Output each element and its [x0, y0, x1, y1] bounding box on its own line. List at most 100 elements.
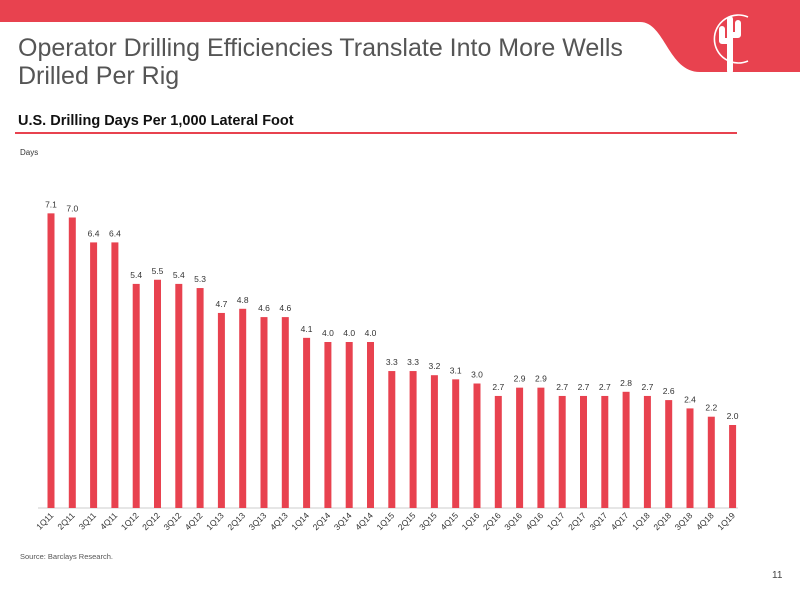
y-axis-unit-label: Days	[20, 148, 39, 157]
cactus-sun-icon	[713, 14, 749, 73]
data-label-3Q11: 6.4	[88, 228, 100, 238]
bar-3Q11	[90, 242, 98, 508]
x-tick-label-1Q14: 1Q14	[289, 510, 311, 532]
data-label-3Q12: 5.4	[173, 270, 185, 280]
bar-2Q16	[494, 395, 502, 508]
bar-2Q17	[580, 395, 587, 508]
x-tick-label-1Q16: 1Q16	[460, 510, 482, 532]
bar-chart: 7.1 1Q11 7.0 2Q11 6.4 3Q11 6.4 4Q11 5.4 1Q12 5.5 2Q…	[34, 199, 739, 532]
x-tick-label-2Q11: 2Q11	[55, 510, 77, 532]
bar-1Q11	[47, 213, 55, 508]
data-label-3Q15: 3.2	[428, 361, 440, 371]
bar-4Q15	[452, 379, 460, 508]
x-tick-label-1Q13: 1Q13	[204, 510, 226, 532]
data-label-2Q16: 2.7	[492, 382, 504, 392]
x-tick-label-3Q16: 3Q16	[502, 510, 524, 532]
bar-3Q12	[175, 283, 183, 508]
data-label-1Q11: 7.1	[45, 199, 57, 209]
bar-1Q19	[729, 425, 737, 508]
bar-1Q16	[473, 383, 481, 508]
x-tick-label-3Q18: 3Q18	[673, 510, 695, 532]
data-label-4Q13: 4.6	[279, 303, 291, 313]
data-label-4Q15: 3.1	[450, 365, 462, 375]
data-label-2Q11: 7.0	[66, 204, 78, 214]
source-note: Source: Barclays Research.	[20, 552, 113, 561]
data-label-4Q17: 2.8	[620, 378, 632, 388]
bar-4Q13	[281, 317, 289, 508]
x-tick-label-3Q11: 3Q11	[77, 510, 99, 532]
x-tick-label-4Q11: 4Q11	[98, 510, 120, 532]
data-label-1Q14: 4.1	[301, 324, 313, 334]
data-label-4Q12: 5.3	[194, 274, 206, 284]
bar-4Q14	[367, 342, 374, 508]
bar-1Q15	[388, 371, 396, 508]
data-label-1Q16: 3.0	[471, 370, 483, 380]
bar-4Q11	[111, 242, 119, 508]
x-tick-label-2Q15: 2Q15	[396, 510, 418, 532]
bar-1Q13	[217, 312, 225, 508]
bar-3Q17	[601, 395, 609, 508]
data-label-1Q19: 2.0	[727, 411, 739, 421]
x-tick-label-2Q13: 2Q13	[225, 510, 247, 532]
data-label-4Q16: 2.9	[535, 374, 547, 384]
x-tick-label-2Q17: 2Q17	[566, 510, 588, 532]
data-label-1Q13: 4.7	[215, 299, 227, 309]
bar-1Q14	[303, 337, 311, 508]
data-label-2Q17: 2.7	[578, 382, 590, 392]
data-label-4Q18: 2.2	[705, 403, 717, 413]
data-label-1Q17: 2.7	[556, 382, 568, 392]
bar-3Q15	[430, 375, 438, 508]
divider-rule	[15, 132, 737, 134]
data-label-2Q15: 3.3	[407, 357, 419, 367]
bar-4Q17	[622, 391, 630, 508]
x-tick-label-1Q11: 1Q11	[34, 510, 56, 532]
x-tick-label-4Q14: 4Q14	[353, 510, 375, 532]
bar-2Q12	[154, 279, 161, 508]
bar-1Q17	[558, 395, 566, 508]
x-tick-label-2Q18: 2Q18	[651, 510, 673, 532]
header-swoosh	[0, 0, 800, 72]
x-tick-label-3Q12: 3Q12	[161, 510, 183, 532]
bar-4Q18	[707, 416, 715, 508]
bar-1Q18	[643, 395, 651, 508]
x-tick-label-3Q13: 3Q13	[247, 510, 269, 532]
bar-3Q14	[345, 342, 353, 508]
bar-3Q13	[260, 317, 268, 508]
data-label-2Q14: 4.0	[322, 328, 334, 338]
data-label-4Q14: 4.0	[365, 328, 377, 338]
bar-2Q13	[239, 308, 247, 508]
data-label-1Q15: 3.3	[386, 357, 398, 367]
x-tick-label-3Q17: 3Q17	[587, 510, 609, 532]
x-tick-label-1Q18: 1Q18	[630, 510, 652, 532]
data-label-1Q12: 5.4	[130, 270, 142, 280]
bar-2Q15	[409, 371, 417, 508]
bar-4Q12	[196, 288, 204, 508]
chart-subtitle: U.S. Drilling Days Per 1,000 Lateral Foo…	[18, 113, 294, 129]
data-label-3Q17: 2.7	[599, 382, 611, 392]
x-tick-label-4Q18: 4Q18	[694, 510, 716, 532]
x-tick-label-4Q17: 4Q17	[609, 510, 631, 532]
x-tick-label-2Q16: 2Q16	[481, 510, 503, 532]
x-tick-label-1Q15: 1Q15	[374, 510, 396, 532]
x-tick-label-1Q17: 1Q17	[545, 510, 567, 532]
x-tick-label-2Q14: 2Q14	[311, 510, 333, 532]
data-label-3Q18: 2.4	[684, 394, 696, 404]
bar-3Q16	[516, 387, 524, 508]
bar-3Q18	[686, 408, 694, 508]
x-tick-label-4Q15: 4Q15	[438, 510, 460, 532]
data-label-4Q11: 6.4	[109, 228, 121, 238]
bar-2Q14	[324, 342, 332, 508]
x-tick-label-1Q12: 1Q12	[119, 510, 141, 532]
data-label-3Q16: 2.9	[514, 374, 526, 384]
x-tick-label-3Q14: 3Q14	[332, 510, 354, 532]
data-label-2Q12: 5.5	[152, 266, 164, 276]
data-label-3Q14: 4.0	[343, 328, 355, 338]
data-label-1Q18: 2.7	[641, 382, 653, 392]
data-label-2Q18: 2.6	[663, 386, 675, 396]
bar-2Q18	[665, 400, 673, 508]
data-label-3Q13: 4.6	[258, 303, 270, 313]
x-tick-label-3Q15: 3Q15	[417, 510, 439, 532]
x-tick-label-4Q13: 4Q13	[268, 510, 290, 532]
x-tick-label-1Q19: 1Q19	[715, 510, 737, 532]
bar-2Q11	[68, 217, 76, 508]
